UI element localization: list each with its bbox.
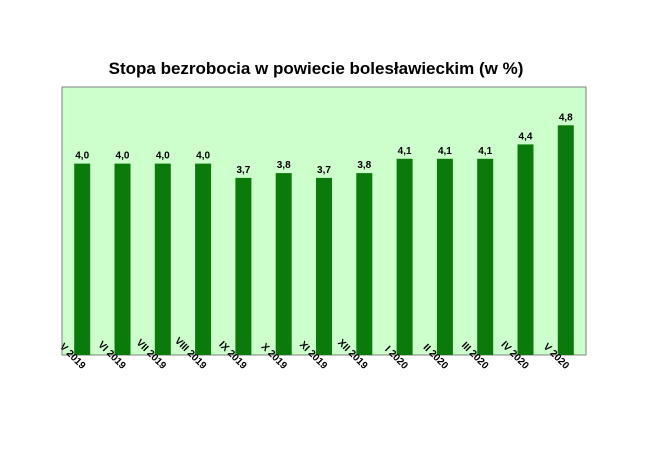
data-label-11: 4,1 <box>478 146 492 157</box>
bar-6 <box>275 173 292 355</box>
bar-2 <box>114 163 131 355</box>
bar-3 <box>154 163 171 355</box>
bar-9 <box>396 158 413 355</box>
bar-1 <box>74 163 91 355</box>
bar-10 <box>436 158 453 355</box>
bar-5 <box>235 177 252 355</box>
data-label-1: 4,0 <box>75 151 89 162</box>
data-label-6: 3,8 <box>277 160 291 171</box>
bar-8 <box>356 173 373 355</box>
data-label-5: 3,7 <box>236 165 250 176</box>
chart-title: Stopa bezrobocia w powiecie bolesławieck… <box>109 59 524 78</box>
bar-12 <box>517 144 534 355</box>
data-labels-group: 4,0 4,0 4,0 4,0 3,7 3,8 3,7 3,8 4,1 4,1 4,1 4,4 4,8 <box>75 112 573 176</box>
bar-4 <box>195 163 212 355</box>
bars-group <box>74 125 574 355</box>
data-label-8: 3,8 <box>357 160 371 171</box>
data-label-4: 4,0 <box>196 151 210 162</box>
data-label-3: 4,0 <box>156 151 170 162</box>
data-label-12: 4,4 <box>519 131 533 142</box>
data-label-7: 3,7 <box>317 165 331 176</box>
data-label-9: 4,1 <box>398 146 412 157</box>
data-label-10: 4,1 <box>438 146 452 157</box>
bar-13 <box>557 125 574 355</box>
bar-7 <box>316 177 332 355</box>
data-label-2: 4,0 <box>116 151 130 162</box>
data-label-13: 4,8 <box>559 112 573 123</box>
bar-11 <box>477 158 494 355</box>
